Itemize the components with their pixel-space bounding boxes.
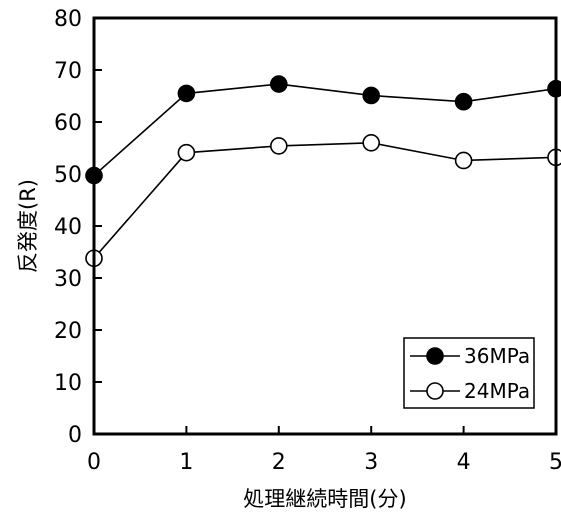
x-tick-label: 4 [457,450,471,475]
data-point-36mpa [177,84,196,103]
data-point-24mpa [362,134,381,152]
legend: 36MPa 24MPa [403,337,535,409]
y-tick-label: 80 [54,7,82,32]
y-tick-label: 20 [54,319,82,344]
data-point-24mpa [177,143,196,162]
legend-label-36mpa: 36MPa [464,344,530,368]
legend-marker-24mpa [426,382,444,400]
x-tick-label: 3 [364,450,378,475]
legend-box [403,337,535,409]
plot-area-frame [92,16,558,436]
data-point-24mpa [269,137,288,155]
y-tick-label: 0 [68,423,82,448]
data-point-36mpa [454,92,473,111]
legend-label-24mpa: 24MPa [464,379,530,403]
data-point-36mpa [362,86,381,105]
x-axis-ticks: 0 1 2 3 4 5 [87,426,561,475]
y-tick-label: 60 [54,111,82,136]
legend-marker-36mpa [426,347,444,365]
x-tick-label: 1 [179,450,193,475]
series-layer [85,75,561,268]
y-tick-label: 10 [54,371,82,396]
y-tick-label: 70 [54,59,82,84]
y-tick-label: 40 [54,215,82,240]
y-axis-label: 反発度(R) [16,179,40,273]
data-point-36mpa [269,75,288,93]
series-line-36mpa [93,83,557,177]
data-point-24mpa [454,151,473,170]
x-tick-label: 2 [272,450,286,475]
x-tick-label: 0 [87,450,101,475]
series-line-24mpa [93,141,557,259]
y-tick-label: 30 [54,267,82,292]
x-axis-label: 処理継続時間(分) [243,487,406,511]
x-tick-label: 5 [549,450,561,475]
y-tick-label: 50 [54,163,82,188]
